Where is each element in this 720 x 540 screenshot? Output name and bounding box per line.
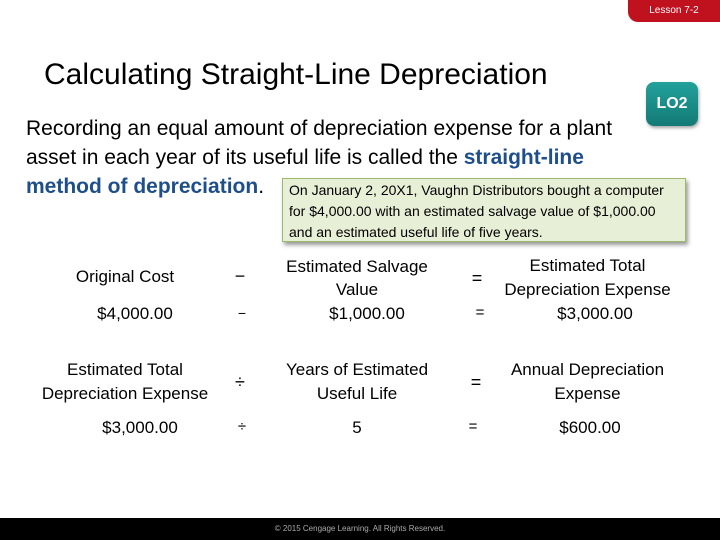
equals-operator: = [471, 268, 483, 288]
intro-text: Recording an equal amount of depreciatio… [26, 117, 613, 169]
annual-depreciation-label-line1: Annual Depreciation [510, 360, 665, 379]
total-depreciation-label-line2: Depreciation Expense [504, 280, 671, 299]
total-depreciation-label2-line1: Estimated Total [67, 360, 183, 379]
salvage-value-label-line2: Value [335, 280, 379, 299]
learning-objective-badge: LO2 [646, 82, 698, 126]
useful-life-value: 5 [352, 418, 362, 437]
annual-depreciation-value: $600.00 [559, 418, 621, 437]
intro-end: . [258, 175, 265, 198]
equals-operator-value-row: = [475, 304, 485, 321]
salvage-value: $1,000.00 [329, 304, 405, 323]
equals-operator-2-value-row: = [468, 418, 478, 435]
divide-operator: ÷ [235, 372, 245, 392]
divide-operator-value-row: ÷ [237, 418, 247, 435]
example-callout: On January 2, 20X1, Vaughn Distributors … [282, 178, 686, 242]
useful-life-label-line1: Years of Estimated [285, 360, 429, 379]
minus-operator: − [234, 266, 246, 286]
minus-operator-value-row: − [237, 305, 247, 321]
slide-title: Calculating Straight-Line Depreciation [44, 58, 548, 91]
intro-paragraph: Recording an equal amount of depreciatio… [26, 114, 656, 201]
key-term: straight-line method of depreciation [26, 146, 584, 198]
equals-operator-2: = [470, 372, 482, 392]
total-depreciation-label2-line2: Depreciation Expense [41, 384, 209, 403]
copyright-footer: © 2015 Cengage Learning. All Rights Rese… [0, 518, 720, 540]
original-cost-label: Original Cost [75, 267, 175, 286]
total-depreciation-label-line1: Estimated Total [529, 256, 646, 275]
total-depreciation-value: $3,000.00 [557, 304, 633, 323]
lesson-tab: Lesson 7-2 [628, 0, 720, 22]
useful-life-label-line2: Useful Life [316, 384, 398, 403]
total-depreciation-value2: $3,000.00 [102, 418, 178, 437]
annual-depreciation-label-line2: Expense [554, 384, 621, 403]
original-cost-value: $4,000.00 [97, 304, 173, 323]
salvage-value-label-line1: Estimated Salvage [286, 257, 428, 276]
